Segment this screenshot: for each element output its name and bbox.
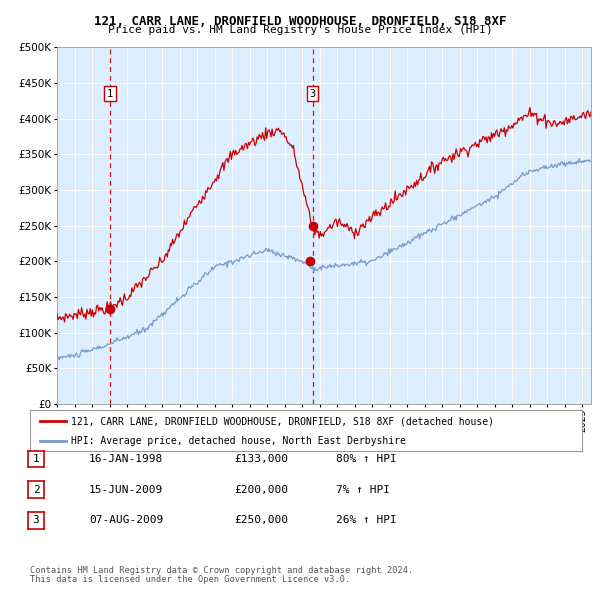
- Text: Price paid vs. HM Land Registry's House Price Index (HPI): Price paid vs. HM Land Registry's House …: [107, 25, 493, 35]
- Text: 16-JAN-1998: 16-JAN-1998: [89, 454, 163, 464]
- Text: 07-AUG-2009: 07-AUG-2009: [89, 516, 163, 525]
- Text: 7% ↑ HPI: 7% ↑ HPI: [336, 485, 390, 494]
- Text: This data is licensed under the Open Government Licence v3.0.: This data is licensed under the Open Gov…: [30, 575, 350, 584]
- Text: £133,000: £133,000: [234, 454, 288, 464]
- Text: 121, CARR LANE, DRONFIELD WOODHOUSE, DRONFIELD, S18 8XF: 121, CARR LANE, DRONFIELD WOODHOUSE, DRO…: [94, 15, 506, 28]
- Text: £250,000: £250,000: [234, 516, 288, 525]
- Text: Contains HM Land Registry data © Crown copyright and database right 2024.: Contains HM Land Registry data © Crown c…: [30, 566, 413, 575]
- Text: 3: 3: [310, 88, 316, 99]
- Text: HPI: Average price, detached house, North East Derbyshire: HPI: Average price, detached house, Nort…: [71, 436, 406, 446]
- Text: 121, CARR LANE, DRONFIELD WOODHOUSE, DRONFIELD, S18 8XF (detached house): 121, CARR LANE, DRONFIELD WOODHOUSE, DRO…: [71, 416, 494, 426]
- Text: 15-JUN-2009: 15-JUN-2009: [89, 485, 163, 494]
- Text: £200,000: £200,000: [234, 485, 288, 494]
- Text: 1: 1: [107, 88, 113, 99]
- Text: 26% ↑ HPI: 26% ↑ HPI: [336, 516, 397, 525]
- Text: 1: 1: [32, 454, 40, 464]
- Text: 80% ↑ HPI: 80% ↑ HPI: [336, 454, 397, 464]
- Text: 3: 3: [32, 516, 40, 525]
- Text: 2: 2: [32, 485, 40, 494]
